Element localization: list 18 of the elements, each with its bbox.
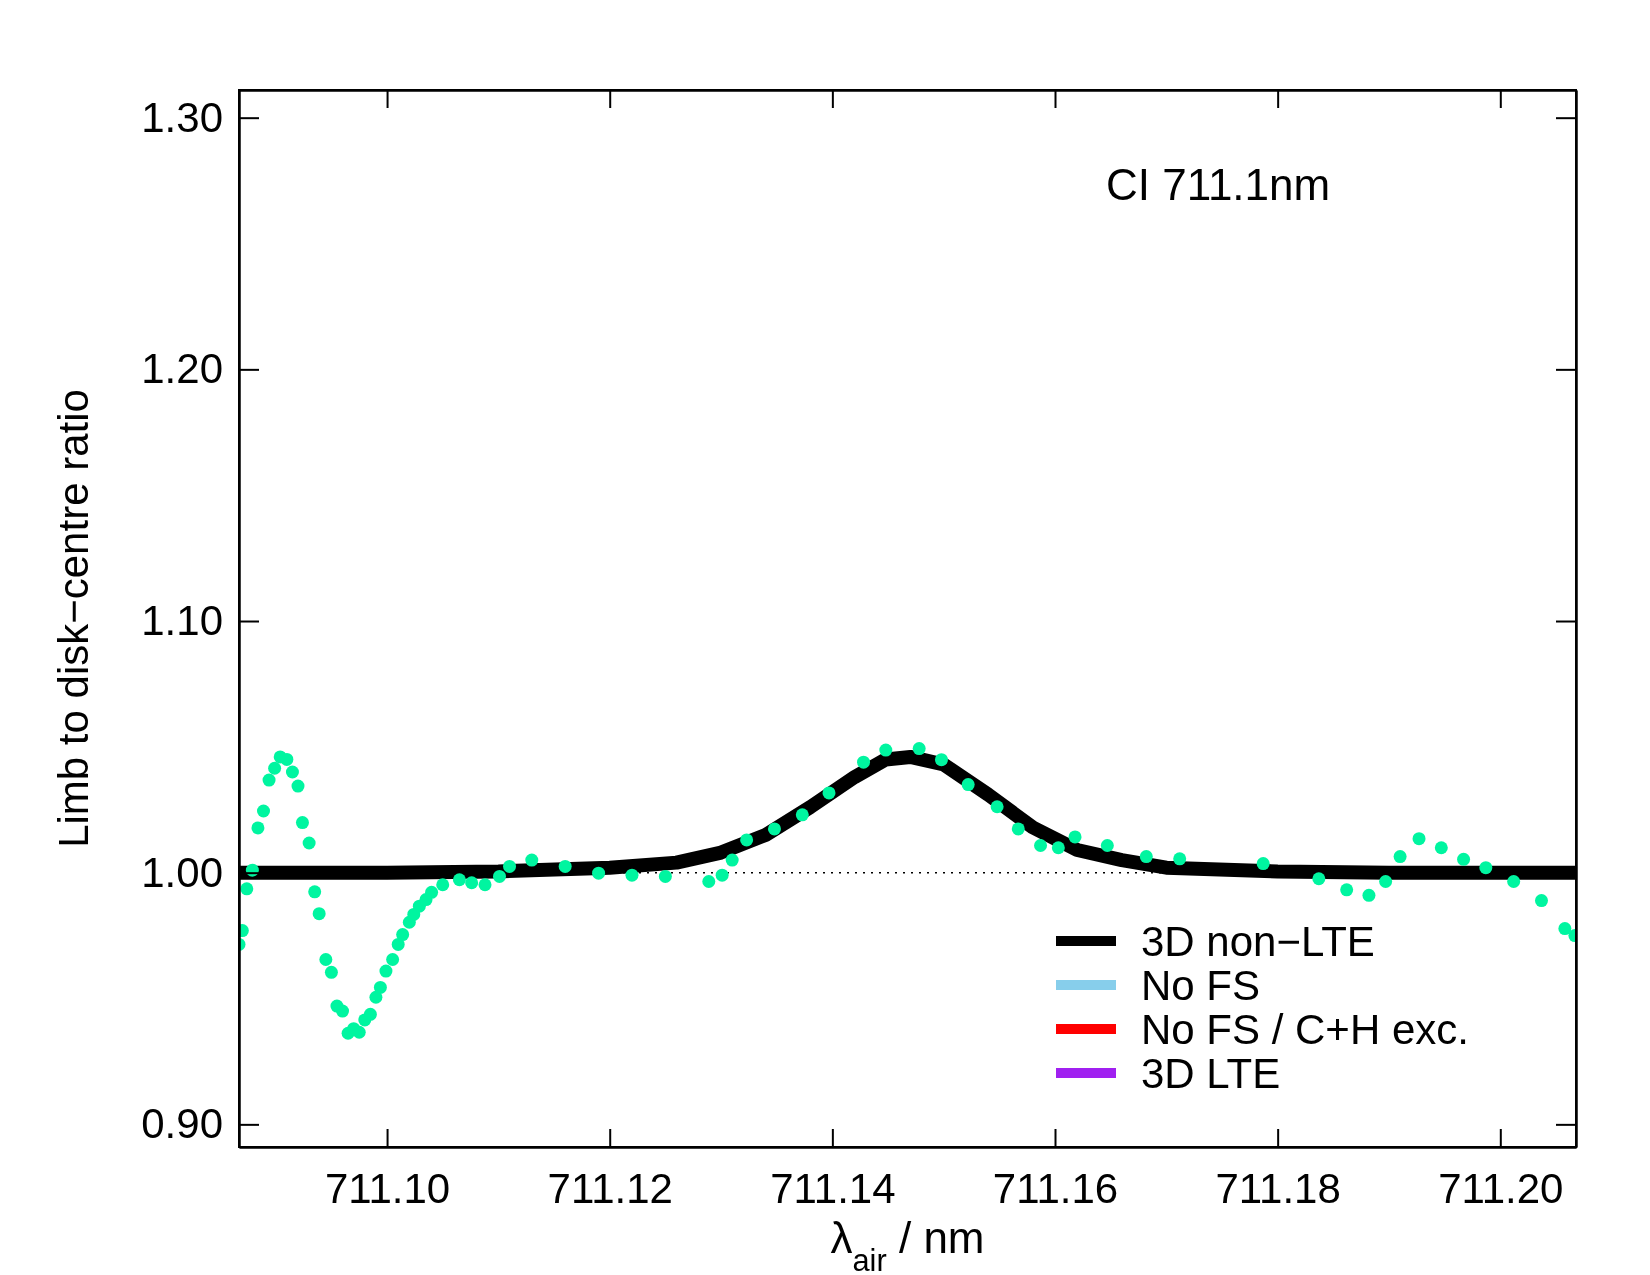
- legend-label: No FS: [1141, 962, 1261, 1009]
- y-axis-title: Limb to disk−centre ratio: [50, 389, 97, 848]
- legend-label: No FS / C+H exc.: [1141, 1006, 1469, 1053]
- x-tick-label: 711.12: [547, 1164, 673, 1212]
- y-tick-label: 1.20: [141, 345, 223, 393]
- y-tick-label: 0.90: [141, 1100, 223, 1148]
- y-tick-label: 1.30: [141, 93, 223, 141]
- legend-label: 3D LTE: [1141, 1050, 1281, 1097]
- x-tick-label: 711.10: [324, 1164, 451, 1212]
- x-tick-label: 711.14: [770, 1164, 896, 1212]
- annotation: CI 711.1nm: [1106, 160, 1331, 209]
- x-tick-label: 711.20: [1438, 1164, 1564, 1212]
- y-tick-label: 1.00: [141, 848, 223, 896]
- x-axis-title: λ$_{air}$ / nm: [830, 1213, 985, 1275]
- x-tick-label: 711.16: [992, 1164, 1119, 1212]
- x-tick-label: 711.18: [1215, 1164, 1341, 1212]
- legend-label: 3D non−LTE: [1141, 918, 1375, 965]
- y-tick-label: 1.10: [141, 596, 223, 644]
